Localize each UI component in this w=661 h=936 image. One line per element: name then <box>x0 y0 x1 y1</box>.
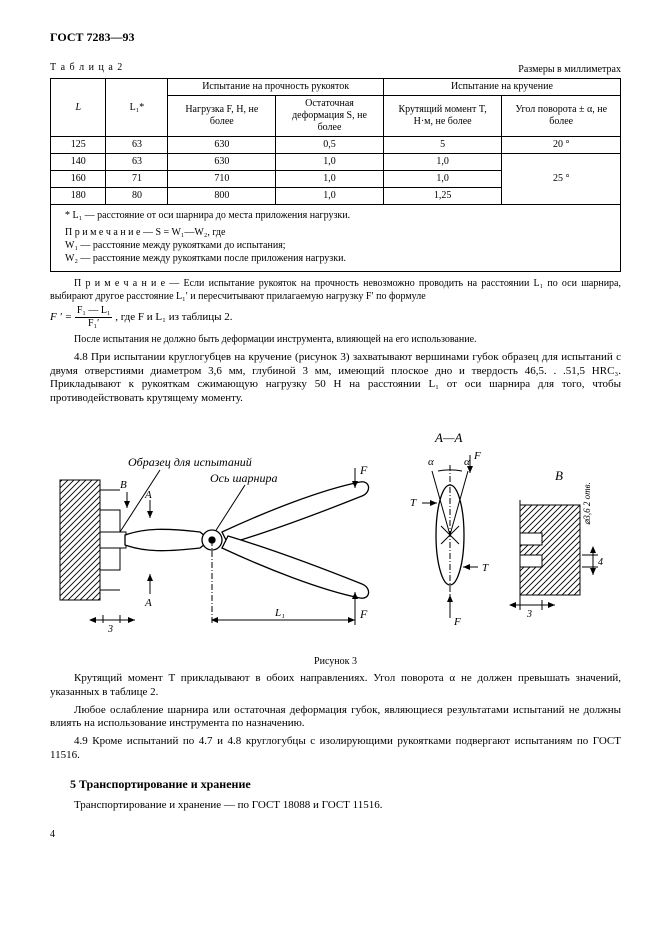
svg-text:F: F <box>359 607 368 621</box>
table-notes: * L₁ — расстояние от оси шарнира до мест… <box>50 205 621 272</box>
para-4-9: 4.9 Кроме испытаний по 4.7 и 4.8 круглог… <box>50 735 621 763</box>
para-torque: Крутящий момент T прикладывают в обоих н… <box>50 672 621 700</box>
table-row: 12563 6300,5 520 ° <box>51 137 621 154</box>
svg-text:⌀3,6 2 отв.: ⌀3,6 2 отв. <box>582 482 592 525</box>
page: ГОСТ 7283—93 Т а б л и ц а 2 Размеры в м… <box>0 0 661 861</box>
para-4-8: 4.8 При испытании круглогубцев на кручен… <box>50 351 621 406</box>
svg-text:B: B <box>555 468 563 483</box>
svg-text:Образец для испытаний: Образец для испытаний <box>128 455 252 469</box>
svg-text:α: α <box>428 456 434 468</box>
figure-caption: Рисунок 3 <box>50 656 621 668</box>
col-angle: Угол поворота ± α, не более <box>502 96 621 137</box>
formula: F ′ = F₁ — L₁ F₁′ , где F и L₁ из таблиц… <box>50 305 621 330</box>
note-star: * L₁ — расстояние от оси шарнира до мест… <box>65 209 610 222</box>
table-2: L L₁* Испытание на прочность рукояток Ис… <box>50 78 621 205</box>
svg-text:4: 4 <box>598 557 603 568</box>
section-5-title: 5 Транспортирование и хранение <box>50 777 621 791</box>
figure-3: 3 B A A Образец для испытаний Ось шарнир… <box>50 420 621 668</box>
col-force: Нагрузка F, Н, не более <box>168 96 276 137</box>
table-row: 14063 6301,0 1,0 25 ° <box>51 154 621 171</box>
svg-text:B: B <box>120 479 127 491</box>
col-deform: Остаточная деформация S, не более <box>276 96 384 137</box>
figure-svg: 3 B A A Образец для испытаний Ось шарнир… <box>50 420 610 650</box>
svg-text:A—A: A—A <box>434 430 463 445</box>
table-units: Размеры в миллиметрах <box>50 64 621 76</box>
svg-text:L₁: L₁ <box>274 607 285 619</box>
svg-text:F: F <box>359 463 368 477</box>
col-L1: L₁* <box>130 102 145 113</box>
note-w1: W₁ — расстояние между рукоятками до испы… <box>65 239 610 252</box>
svg-text:3: 3 <box>107 624 113 635</box>
col-torque: Крутящий момент T, Н·м, не более <box>383 96 502 137</box>
note-prim: П р и м е ч а н и е — S = W₁—W₂, где <box>65 226 610 239</box>
svg-text:Ось шарнира: Ось шарнира <box>210 471 277 485</box>
note-w2: W₂ — расстояние между рукоятками после п… <box>65 252 610 265</box>
svg-text:α: α <box>464 456 470 468</box>
svg-text:T: T <box>410 497 417 509</box>
svg-text:T: T <box>482 562 489 574</box>
svg-text:A: A <box>144 489 152 501</box>
svg-text:F: F <box>453 616 461 628</box>
svg-text:F: F <box>473 450 481 462</box>
body-note: П р и м е ч а н и е — Если испытание рук… <box>50 278 621 303</box>
svg-text:3: 3 <box>526 609 532 620</box>
para-loose: Любое ослабление шарнира или остаточная … <box>50 704 621 732</box>
group-strength: Испытание на прочность рукояток <box>168 79 383 96</box>
fraction: F₁ — L₁ F₁′ <box>75 305 113 330</box>
document-header: ГОСТ 7283—93 <box>50 30 621 44</box>
col-L: L <box>75 102 81 113</box>
svg-text:A: A <box>144 597 152 609</box>
para-5: Транспортирование и хранение — по ГОСТ 1… <box>50 799 621 813</box>
page-number: 4 <box>50 829 621 841</box>
group-torsion: Испытание на кручение <box>383 79 620 96</box>
para-after-formula: После испытания не должно быть деформаци… <box>50 334 621 347</box>
